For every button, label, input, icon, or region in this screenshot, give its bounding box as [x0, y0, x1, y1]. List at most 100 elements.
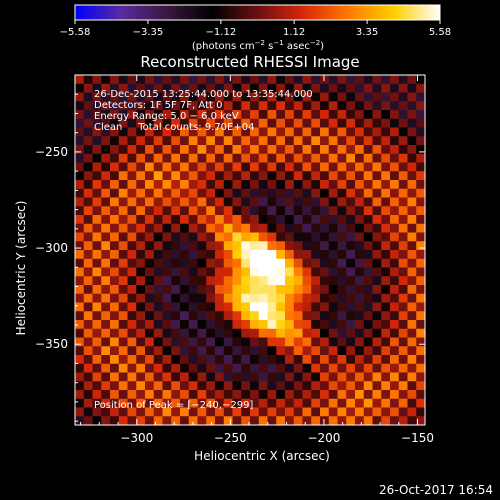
heatmap-cell — [293, 241, 303, 251]
heatmap-cell — [180, 398, 190, 408]
heatmap-cell — [223, 92, 233, 102]
heatmap-cell — [180, 416, 190, 425]
heatmap-cell — [337, 197, 347, 207]
heatmap-cell — [267, 363, 277, 373]
heatmap-cell — [162, 372, 172, 382]
heatmap-cell — [110, 75, 120, 85]
heatmap-cell — [101, 232, 111, 242]
heatmap-cell — [215, 232, 225, 242]
heatmap-cell — [267, 162, 277, 172]
heatmap-cell — [381, 101, 391, 111]
heatmap-cell — [276, 320, 286, 330]
heatmap-cell — [258, 250, 268, 260]
heatmap-cell — [232, 381, 242, 391]
heatmap-cell — [285, 346, 295, 356]
heatmap-cell — [171, 188, 181, 198]
heatmap-cell — [188, 180, 198, 190]
heatmap-cell — [355, 206, 365, 216]
heatmap-cell — [206, 110, 216, 120]
heatmap-cell — [320, 223, 330, 233]
heatmap-cell — [250, 118, 260, 128]
heatmap-cell — [118, 328, 128, 338]
heatmap-cell — [241, 241, 251, 251]
heatmap-cell — [180, 180, 190, 190]
heatmap-cell — [136, 355, 146, 365]
heatmap-cell — [197, 267, 207, 277]
heatmap-cell — [215, 267, 225, 277]
heatmap-cell — [197, 145, 207, 155]
heatmap-cell — [171, 293, 181, 303]
heatmap-cell — [320, 127, 330, 137]
heatmap-cell — [180, 136, 190, 146]
heatmap-cell — [372, 416, 382, 425]
heatmap-cell — [101, 267, 111, 277]
heatmap-cell — [188, 311, 198, 321]
heatmap-cell — [118, 118, 128, 128]
heatmap-cell — [153, 110, 163, 120]
heatmap-cell — [162, 337, 172, 347]
heatmap-cell — [311, 206, 321, 216]
heatmap-cell — [363, 311, 373, 321]
heatmap-cell — [136, 118, 146, 128]
heatmap-cell — [232, 390, 242, 400]
heatmap-cell — [241, 328, 251, 338]
heatmap-cell — [363, 302, 373, 312]
heatmap-cell — [92, 232, 102, 242]
heatmap-cell — [153, 355, 163, 365]
heatmap-cell — [293, 258, 303, 268]
image-annotations: 26-Dec-2015 13:25:44.000 to 13:35:44.000… — [94, 89, 313, 411]
heatmap-cell — [363, 171, 373, 181]
heatmap-cell — [320, 328, 330, 338]
heatmap-cell — [215, 153, 225, 163]
heatmap-cell — [118, 162, 128, 172]
heatmap-cell — [180, 346, 190, 356]
heatmap-cell — [311, 311, 321, 321]
heatmap-cell — [232, 267, 242, 277]
heatmap-cell — [363, 223, 373, 233]
heatmap-cell — [136, 372, 146, 382]
heatmap-cell — [302, 118, 312, 128]
heatmap-cell — [355, 258, 365, 268]
heatmap-cell — [363, 241, 373, 251]
heatmap-cell — [328, 320, 338, 330]
heatmap-cell — [267, 127, 277, 137]
heatmap-cell — [250, 258, 260, 268]
heatmap-cell — [407, 276, 417, 286]
heatmap-cell — [381, 206, 391, 216]
heatmap-cell — [372, 110, 382, 120]
heatmap-cell — [285, 232, 295, 242]
heatmap-cell — [188, 285, 198, 295]
heatmap-cell — [127, 285, 137, 295]
heatmap-cell — [337, 293, 347, 303]
heatmap-cell — [302, 206, 312, 216]
heatmap-cell — [197, 232, 207, 242]
heatmap-cell — [118, 381, 128, 391]
heatmap-cell — [110, 250, 120, 260]
heatmap-cell — [250, 75, 260, 85]
heatmap-cell — [223, 407, 233, 417]
heatmap-cell — [171, 197, 181, 207]
heatmap-cell — [75, 267, 85, 277]
heatmap-cell — [293, 110, 303, 120]
heatmap-cell — [311, 276, 321, 286]
heatmap-cell — [136, 416, 146, 425]
heatmap-cell — [407, 346, 417, 356]
heatmap-cell — [407, 83, 417, 93]
heatmap-cell — [110, 293, 120, 303]
heatmap-cell — [293, 127, 303, 137]
heatmap-cell — [110, 407, 120, 417]
heatmap-cell — [381, 83, 391, 93]
heatmap-cell — [145, 250, 155, 260]
heatmap-cell — [215, 136, 225, 146]
heatmap-cell — [320, 145, 330, 155]
heatmap-cell — [346, 258, 356, 268]
heatmap-cell — [206, 145, 216, 155]
heatmap-cell — [355, 337, 365, 347]
heatmap-cell — [127, 136, 137, 146]
heatmap-cell — [355, 346, 365, 356]
heatmap-cell — [92, 75, 102, 85]
heatmap-cell — [171, 285, 181, 295]
heatmap-cell — [215, 223, 225, 233]
heatmap-cell — [372, 398, 382, 408]
heatmap-cell — [83, 302, 93, 312]
